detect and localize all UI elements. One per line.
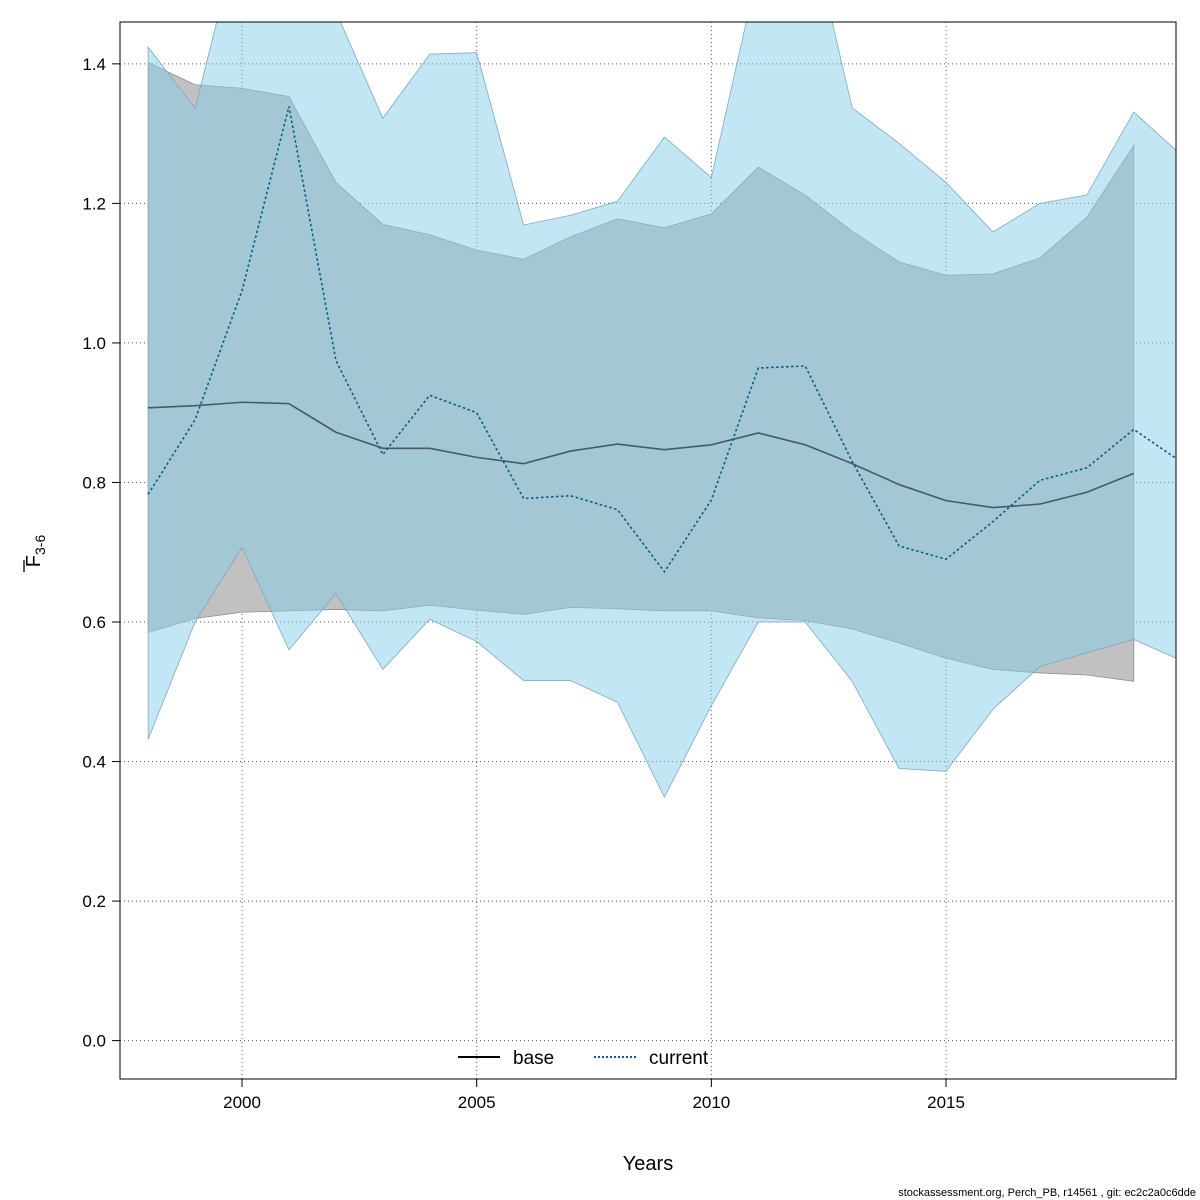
- y-axis-title-subscript: 3-6: [32, 535, 48, 555]
- y-axis-title: F3-6: [23, 535, 48, 572]
- svg-text:F3-6: F3-6: [23, 535, 48, 568]
- legend-label-base: base: [513, 1048, 554, 1069]
- footer-credit: stockassessment.org, Perch_PB, r14561 , …: [898, 1187, 1196, 1199]
- legend: base current: [458, 1048, 709, 1069]
- legend-label-current: current: [649, 1048, 709, 1069]
- plot-frame: [119, 21, 1177, 1080]
- x-axis-title: Years: [623, 1153, 673, 1175]
- y-axis-title-main: F: [23, 555, 45, 567]
- y-tick-label: 0.2: [82, 892, 106, 911]
- x-tick-label: 2015: [927, 1093, 965, 1112]
- y-tick-label: 0.4: [82, 753, 106, 772]
- x-tick-label: 2000: [223, 1093, 261, 1112]
- y-tick-label: 1.2: [82, 194, 106, 213]
- y-tick-label: 1.0: [82, 334, 106, 353]
- y-tick-label: 1.4: [82, 55, 106, 74]
- y-axis: 0.0 0.2 0.4 0.6 0.8 1.0 1.2 1.4: [82, 55, 120, 1051]
- x-tick-label: 2005: [458, 1093, 496, 1112]
- confidence-bands: [147, 22, 1176, 799]
- x-tick-label: 2010: [692, 1093, 730, 1112]
- y-tick-label: 0.6: [82, 613, 106, 632]
- series-line-base: [148, 401, 1135, 509]
- confidence-band-current: [147, 22, 1176, 799]
- y-tick-label: 0.0: [82, 1032, 106, 1051]
- y-tick-label: 0.8: [82, 473, 106, 492]
- x-axis: 2000 2005 2010 2015: [223, 1079, 965, 1112]
- series-lines: [147, 106, 1176, 574]
- series-line-current: [147, 106, 1176, 574]
